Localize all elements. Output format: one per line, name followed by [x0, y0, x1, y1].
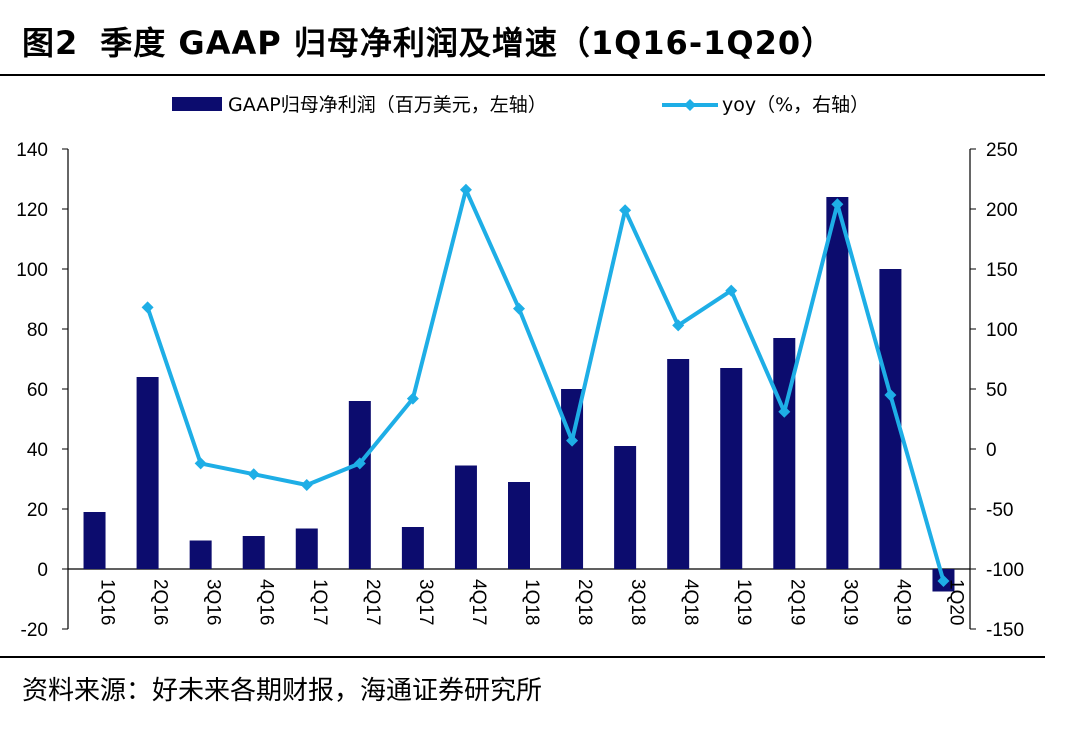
yoy-point: [300, 479, 313, 491]
bar: [454, 465, 477, 569]
top-rule: [0, 74, 1045, 76]
left-tick-label: -20: [21, 620, 48, 641]
x-tick-label: 3Q16: [203, 579, 224, 625]
right-tick-label: 100: [986, 320, 1018, 341]
yoy-point: [566, 434, 579, 447]
x-tick-label: 4Q16: [256, 579, 277, 625]
yoy-point: [406, 392, 419, 405]
right-tick-label: 0: [986, 440, 997, 461]
bar: [561, 389, 584, 569]
bar: [189, 540, 212, 569]
yoy-point: [353, 457, 366, 470]
right-tick-label: -150: [986, 620, 1024, 641]
figure-number: 图2: [22, 24, 79, 62]
x-tick-label: 3Q17: [415, 579, 436, 625]
legend-line-label: yoy（%，右轴）: [722, 94, 869, 116]
yoy-line: [145, 187, 946, 582]
x-tick-label: 1Q16: [97, 579, 118, 625]
left-tick-label: 120: [16, 200, 48, 221]
legend-bar-swatch: [172, 97, 222, 111]
bar: [401, 527, 424, 569]
x-tick-label: 2Q18: [574, 579, 595, 625]
bar: [667, 359, 690, 569]
left-tick-label: 0: [37, 560, 48, 581]
left-tick-label: 20: [27, 500, 48, 521]
bar: [773, 338, 796, 569]
right-tick-label: 150: [986, 260, 1018, 281]
x-tick-label: 2Q16: [150, 579, 171, 625]
yoy-point: [141, 301, 154, 314]
yoy-point: [247, 468, 260, 481]
x-tick-label: 2Q17: [362, 579, 383, 625]
yoy-point: [672, 319, 685, 332]
yoy-point: [778, 405, 791, 418]
left-tick-label: 140: [16, 140, 48, 161]
figure-title: 季度 GAAP 归母净利润及增速（1Q16-1Q20）: [100, 24, 835, 62]
right-tick-label: 200: [986, 200, 1018, 221]
bar: [720, 368, 743, 569]
bar: [242, 536, 265, 569]
bar: [879, 269, 902, 569]
left-tick-label: 80: [27, 320, 48, 341]
x-tick-label: 3Q19: [839, 579, 860, 625]
yoy-point: [513, 302, 525, 315]
yoy-point: [194, 457, 207, 470]
yoy-point: [884, 389, 897, 401]
right-tick-label: 50: [986, 380, 1007, 401]
bar: [614, 446, 637, 569]
x-tick-label: 4Q17: [468, 579, 489, 625]
yoy-point: [725, 284, 738, 297]
x-tick-label: 4Q18: [680, 579, 701, 625]
x-tick-label: 2Q19: [786, 579, 807, 625]
bar: [83, 512, 106, 569]
x-tick-label: 1Q19: [733, 579, 754, 625]
x-tick-label: 1Q18: [521, 579, 542, 625]
source-note: 资料来源：好未来各期财报，海通证券研究所: [22, 676, 543, 706]
left-tick-label: 40: [27, 440, 48, 461]
x-tick-label: 4Q19: [892, 579, 913, 625]
bar: [295, 528, 318, 569]
right-tick-label: -100: [986, 560, 1024, 581]
legend-line-marker: [684, 99, 696, 111]
chart-area: -20 0 20 40 60 80 100 120 140 -150 -100 -50 0 50 100 15…: [16, 94, 1024, 641]
right-tick-label: 250: [986, 140, 1018, 161]
right-tick-label: -50: [986, 500, 1013, 521]
x-tick-label: 3Q18: [627, 579, 648, 625]
bar: [508, 482, 530, 569]
yoy-point: [937, 575, 950, 587]
bar: [826, 197, 849, 569]
yoy-point: [459, 183, 472, 196]
yoy-point: [831, 198, 844, 211]
left-tick-label: 100: [16, 260, 48, 281]
yoy-point: [619, 204, 632, 217]
bottom-rule: [0, 656, 1045, 658]
bar: [348, 401, 371, 569]
x-tick-label: 1Q20: [945, 579, 966, 625]
x-tick-label: 1Q17: [309, 579, 330, 625]
bar: [136, 377, 159, 569]
left-tick-label: 60: [27, 380, 48, 401]
legend-bar-label: GAAP归母净利润（百万美元，左轴）: [228, 94, 547, 116]
chart-title: 图2 季度 GAAP 归母净利润及增速（1Q16-1Q20）: [22, 18, 834, 64]
